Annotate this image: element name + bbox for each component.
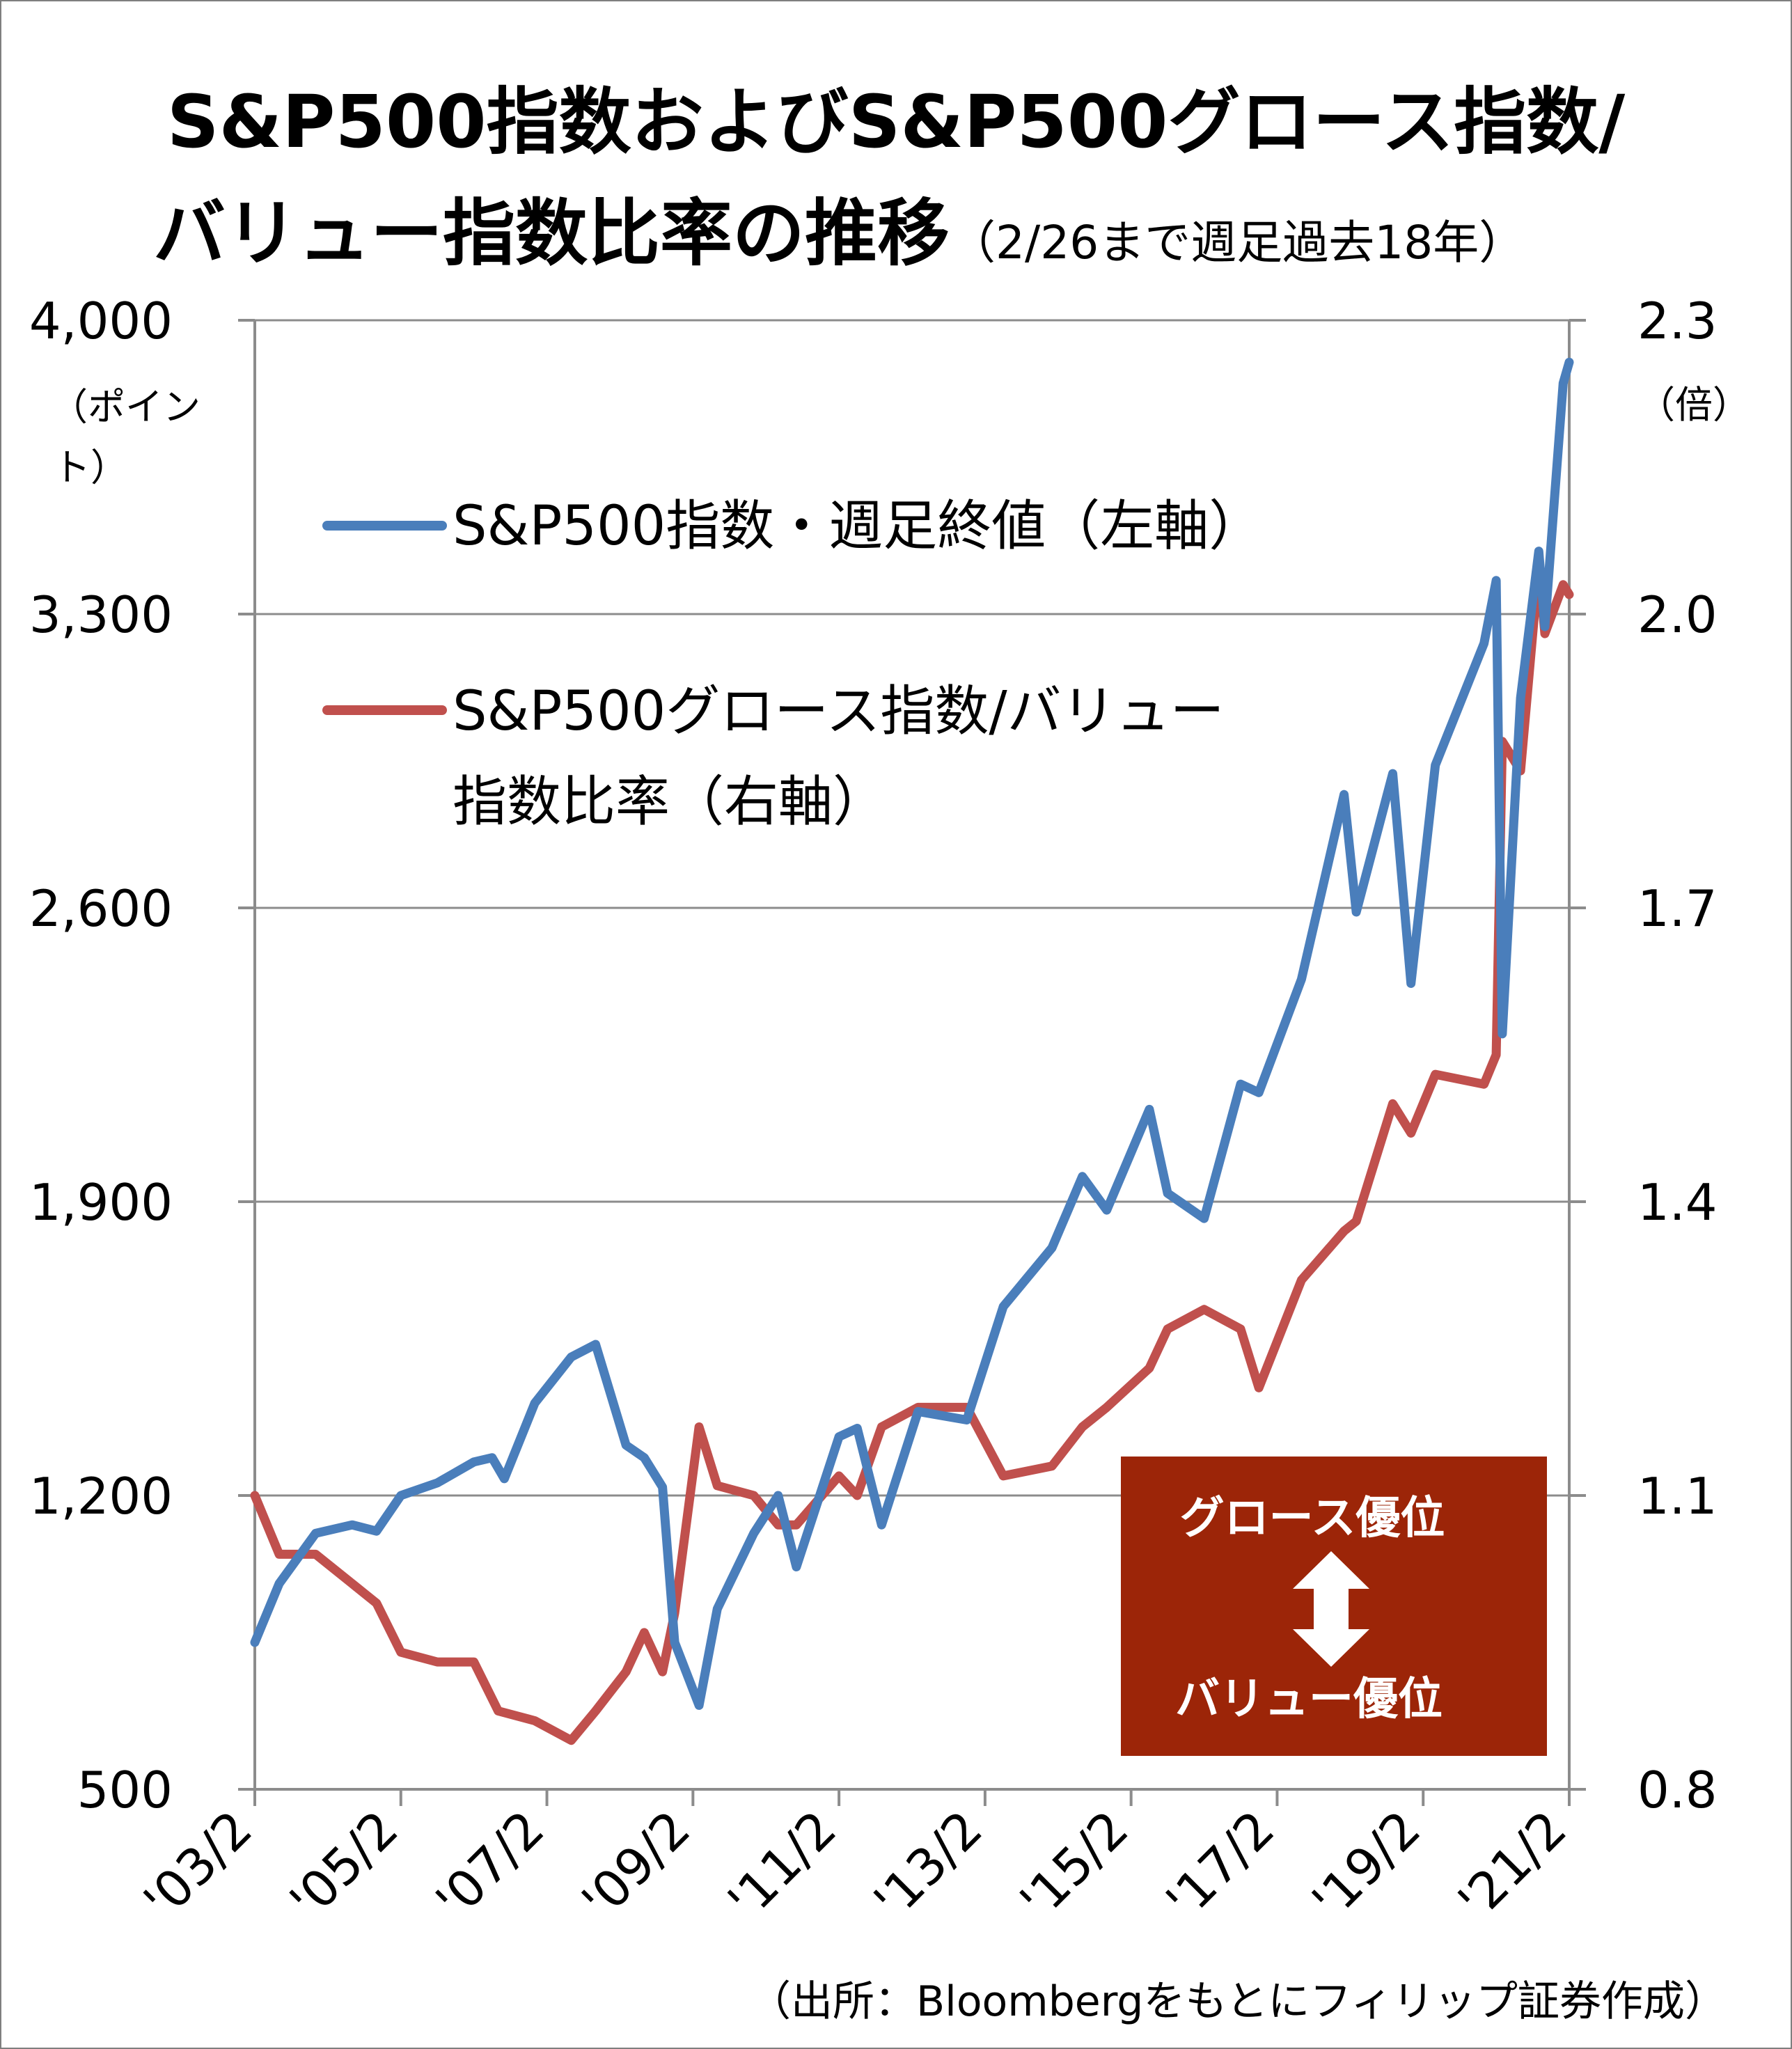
series-layer bbox=[250, 357, 1574, 1745]
x-tick-label: '13/2 bbox=[863, 1800, 993, 1931]
x-tick-label: '11/2 bbox=[716, 1800, 847, 1931]
left-axis-unit-line1: （ポイン bbox=[50, 385, 201, 429]
sp500-index-line bbox=[250, 357, 1574, 1710]
x-tick-label: '21/2 bbox=[1447, 1800, 1578, 1931]
annotation-value-label: バリュー優位 bbox=[1175, 1674, 1443, 1725]
right-tick-label: 1.7 bbox=[1637, 879, 1718, 938]
legend-red-label-line1: S&P500グロース指数/バリュー bbox=[453, 680, 1225, 743]
x-tick-label: '17/2 bbox=[1155, 1800, 1286, 1931]
legend-blue-label: S&P500指数・週足終値（左軸） bbox=[453, 495, 1263, 558]
up-down-arrow-icon bbox=[1293, 1551, 1369, 1667]
legend-red-label-line2: 指数比率（右軸） bbox=[453, 771, 887, 833]
x-tick-label: '09/2 bbox=[571, 1800, 702, 1931]
right-tick-label: 1.1 bbox=[1637, 1467, 1718, 1525]
right-tick-label: 1.4 bbox=[1637, 1173, 1718, 1232]
x-tick-label: '15/2 bbox=[1009, 1800, 1140, 1931]
right-axis-unit: （倍） bbox=[1637, 383, 1750, 427]
right-tick-label: 2.0 bbox=[1637, 586, 1718, 644]
left-axis-unit-line2: ト） bbox=[53, 446, 128, 489]
left-axis-ticks: 500 1,200 1,900 2,600 3,300 4,000 bbox=[29, 292, 173, 1819]
left-tick-label: 1,900 bbox=[29, 1173, 173, 1232]
annotation-growth-label: グロース優位 bbox=[1180, 1493, 1445, 1544]
axes bbox=[238, 319, 1586, 1791]
left-tick-label: 1,200 bbox=[29, 1467, 173, 1525]
x-tick-label: '07/2 bbox=[425, 1800, 556, 1931]
left-tick-label: 4,000 bbox=[29, 292, 173, 350]
chart-title-line1: S&P500指数およびS&P500グロース指数/ bbox=[166, 79, 1626, 164]
x-axis-ticks: '03/2'05/2'07/2'09/2'11/2'13/2'15/2'17/2… bbox=[132, 1789, 1578, 1930]
left-tick-label: 3,300 bbox=[29, 586, 173, 644]
x-tick-label: '19/2 bbox=[1301, 1800, 1432, 1931]
x-tick-label: '05/2 bbox=[278, 1800, 409, 1931]
left-tick-label: 500 bbox=[77, 1761, 173, 1819]
chart-title-main: バリュー指数比率の推移 bbox=[153, 191, 950, 276]
chart-title-line2: バリュー指数比率の推移（2/26まで週足過去18年） bbox=[153, 174, 1525, 279]
right-tick-label: 0.8 bbox=[1637, 1761, 1718, 1819]
left-tick-label: 2,600 bbox=[29, 879, 173, 938]
chart-title-sub: （2/26まで週足過去18年） bbox=[950, 216, 1525, 269]
right-tick-label: 2.3 bbox=[1637, 292, 1718, 350]
right-axis-ticks: 0.8 1.1 1.4 1.7 2.0 2.3 bbox=[1637, 292, 1718, 1819]
source-note: （出所：Bloombergをもとにフィリップ証券作成） bbox=[749, 1977, 1727, 2026]
